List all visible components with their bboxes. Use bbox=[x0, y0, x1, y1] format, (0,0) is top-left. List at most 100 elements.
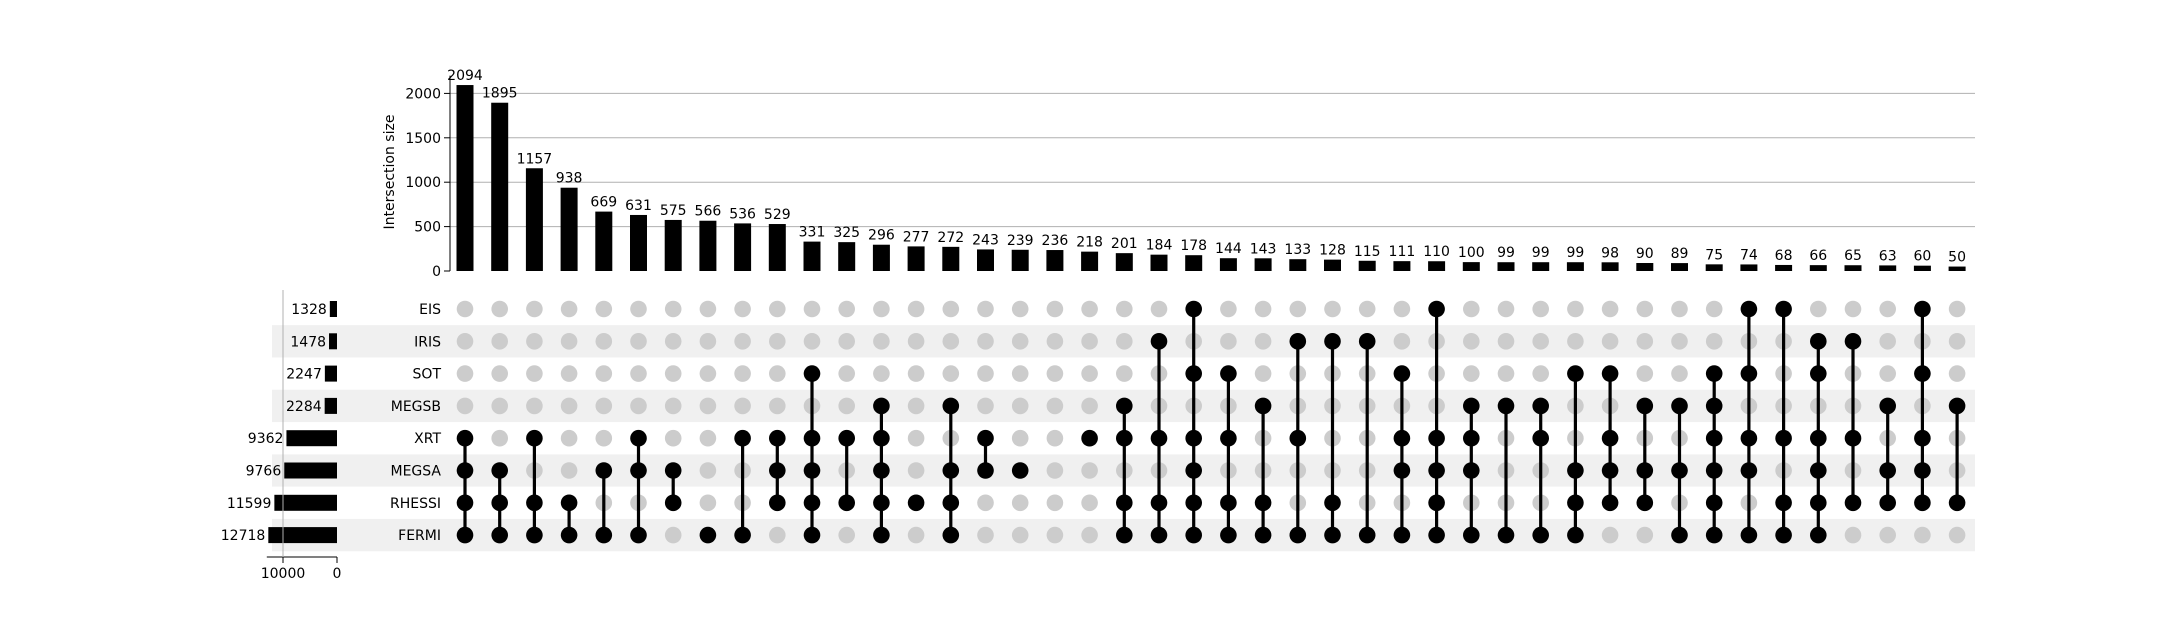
matrix-dot-filled bbox=[1220, 429, 1237, 447]
matrix-dot-filled bbox=[977, 462, 994, 479]
intersection-bar bbox=[1393, 261, 1411, 271]
matrix-dot-filled bbox=[1116, 494, 1133, 512]
matrix-dot-filled bbox=[838, 429, 855, 447]
intersection-bar-label: 566 bbox=[695, 204, 722, 220]
matrix-dot-filled bbox=[803, 365, 821, 382]
matrix-dot-filled bbox=[977, 429, 994, 447]
intersection-bar-label: 50 bbox=[1948, 250, 1966, 266]
intersection-bar-label: 218 bbox=[1076, 235, 1103, 251]
matrix-dot-empty bbox=[491, 333, 509, 350]
matrix-dot-filled bbox=[803, 429, 821, 447]
intersection-bar-label: 100 bbox=[1458, 245, 1485, 261]
matrix-dot-empty bbox=[769, 526, 786, 544]
intersection-bar-label: 236 bbox=[1042, 233, 1069, 249]
set-size-bar bbox=[268, 527, 337, 544]
y-tick-label: 1500 bbox=[405, 131, 441, 147]
intersection-bar bbox=[1462, 262, 1480, 271]
matrix-dot-empty bbox=[699, 462, 717, 479]
matrix-dot-filled bbox=[1393, 462, 1411, 479]
matrix-dot-filled bbox=[1150, 494, 1168, 512]
matrix-dot-empty bbox=[1879, 333, 1896, 350]
matrix-dot-filled bbox=[1844, 333, 1862, 350]
matrix-dot-empty bbox=[1081, 462, 1098, 479]
matrix-dot-filled bbox=[1636, 494, 1654, 512]
intersection-bar bbox=[1566, 262, 1584, 271]
set-size-tick-label: 0 bbox=[333, 566, 342, 582]
matrix-dot-filled bbox=[1532, 429, 1549, 447]
intersection-bar bbox=[1671, 263, 1688, 271]
matrix-dot-empty bbox=[1671, 300, 1688, 318]
matrix-dot-filled bbox=[1150, 429, 1168, 447]
matrix-dot-empty bbox=[560, 300, 578, 318]
matrix-dot-filled bbox=[1844, 494, 1862, 512]
matrix-dot-empty bbox=[977, 526, 994, 544]
matrix-dot-empty bbox=[595, 397, 613, 415]
matrix-dot-empty bbox=[1011, 333, 1029, 350]
matrix-dot-empty bbox=[734, 397, 751, 415]
matrix-dot-empty bbox=[1879, 300, 1896, 318]
intersection-bar bbox=[1636, 263, 1654, 271]
intersection-bar bbox=[1428, 261, 1446, 271]
set-label: XRT bbox=[414, 431, 441, 447]
intersection-bar bbox=[977, 249, 994, 271]
matrix-dot-filled bbox=[1532, 526, 1549, 544]
y-tick-label: 500 bbox=[414, 220, 441, 236]
matrix-dot-filled bbox=[1358, 526, 1376, 544]
matrix-dot-filled bbox=[1914, 462, 1931, 479]
matrix-dot-filled bbox=[1463, 462, 1480, 479]
matrix-dot-filled bbox=[1254, 526, 1272, 544]
intersection-bar-label: 66 bbox=[1809, 248, 1827, 264]
intersection-bar-label: 90 bbox=[1636, 246, 1654, 262]
set-size-label: 2284 bbox=[286, 399, 322, 415]
matrix-dot-filled bbox=[1948, 397, 1966, 415]
matrix-dot-filled bbox=[1116, 526, 1133, 544]
intersection-bar bbox=[1358, 260, 1376, 271]
matrix-dot-filled bbox=[1116, 397, 1133, 415]
matrix-dot-filled bbox=[1705, 526, 1723, 544]
matrix-dot-empty bbox=[456, 333, 474, 350]
matrix-dot-empty bbox=[1948, 526, 1966, 544]
matrix-dot-empty bbox=[1254, 365, 1272, 382]
matrix-dot-filled bbox=[1532, 397, 1549, 415]
matrix-dot-filled bbox=[1567, 365, 1584, 382]
matrix-dot-empty bbox=[1011, 300, 1029, 318]
matrix-dot-empty bbox=[699, 300, 717, 318]
matrix-dot-filled bbox=[1775, 300, 1792, 318]
matrix-dot-filled bbox=[1254, 397, 1272, 415]
intersection-bar-label: 272 bbox=[937, 230, 964, 246]
matrix-dot-filled bbox=[1393, 365, 1411, 382]
matrix-dot-empty bbox=[526, 333, 543, 350]
set-size-label: 12718 bbox=[221, 528, 266, 544]
intersection-bar bbox=[942, 246, 960, 271]
matrix-dot-filled bbox=[1463, 397, 1480, 415]
intersection-bar bbox=[560, 187, 578, 271]
matrix-dot-empty bbox=[907, 429, 925, 447]
matrix-dot-filled bbox=[1150, 333, 1168, 350]
matrix-dot-empty bbox=[977, 397, 994, 415]
matrix-dot-empty bbox=[907, 397, 925, 415]
matrix-dot-filled bbox=[1810, 526, 1827, 544]
matrix-dot-empty bbox=[1463, 365, 1480, 382]
matrix-dot-filled bbox=[491, 462, 509, 479]
matrix-dot-filled bbox=[1185, 429, 1202, 447]
matrix-dot-filled bbox=[1463, 429, 1480, 447]
matrix-dot-empty bbox=[907, 333, 925, 350]
matrix-dot-filled bbox=[1775, 429, 1792, 447]
matrix-dot-empty bbox=[1948, 333, 1966, 350]
y-tick-label: 1000 bbox=[405, 175, 441, 191]
matrix-dot-filled bbox=[595, 462, 613, 479]
intersection-bar-label: 201 bbox=[1111, 236, 1138, 252]
matrix-dot-filled bbox=[873, 429, 890, 447]
matrix-dot-empty bbox=[1150, 300, 1168, 318]
matrix-dot-filled bbox=[1810, 429, 1827, 447]
matrix-dot-filled bbox=[1844, 429, 1862, 447]
matrix-dot-filled bbox=[1636, 462, 1654, 479]
intersection-bar-label: 239 bbox=[1007, 233, 1034, 249]
matrix-dot-filled bbox=[1601, 462, 1619, 479]
matrix-dot-empty bbox=[560, 462, 578, 479]
matrix-dot-empty bbox=[1914, 526, 1931, 544]
matrix-dot-filled bbox=[873, 494, 890, 512]
matrix-dot-filled bbox=[1705, 462, 1723, 479]
intersection-bar-label: 331 bbox=[799, 225, 826, 241]
